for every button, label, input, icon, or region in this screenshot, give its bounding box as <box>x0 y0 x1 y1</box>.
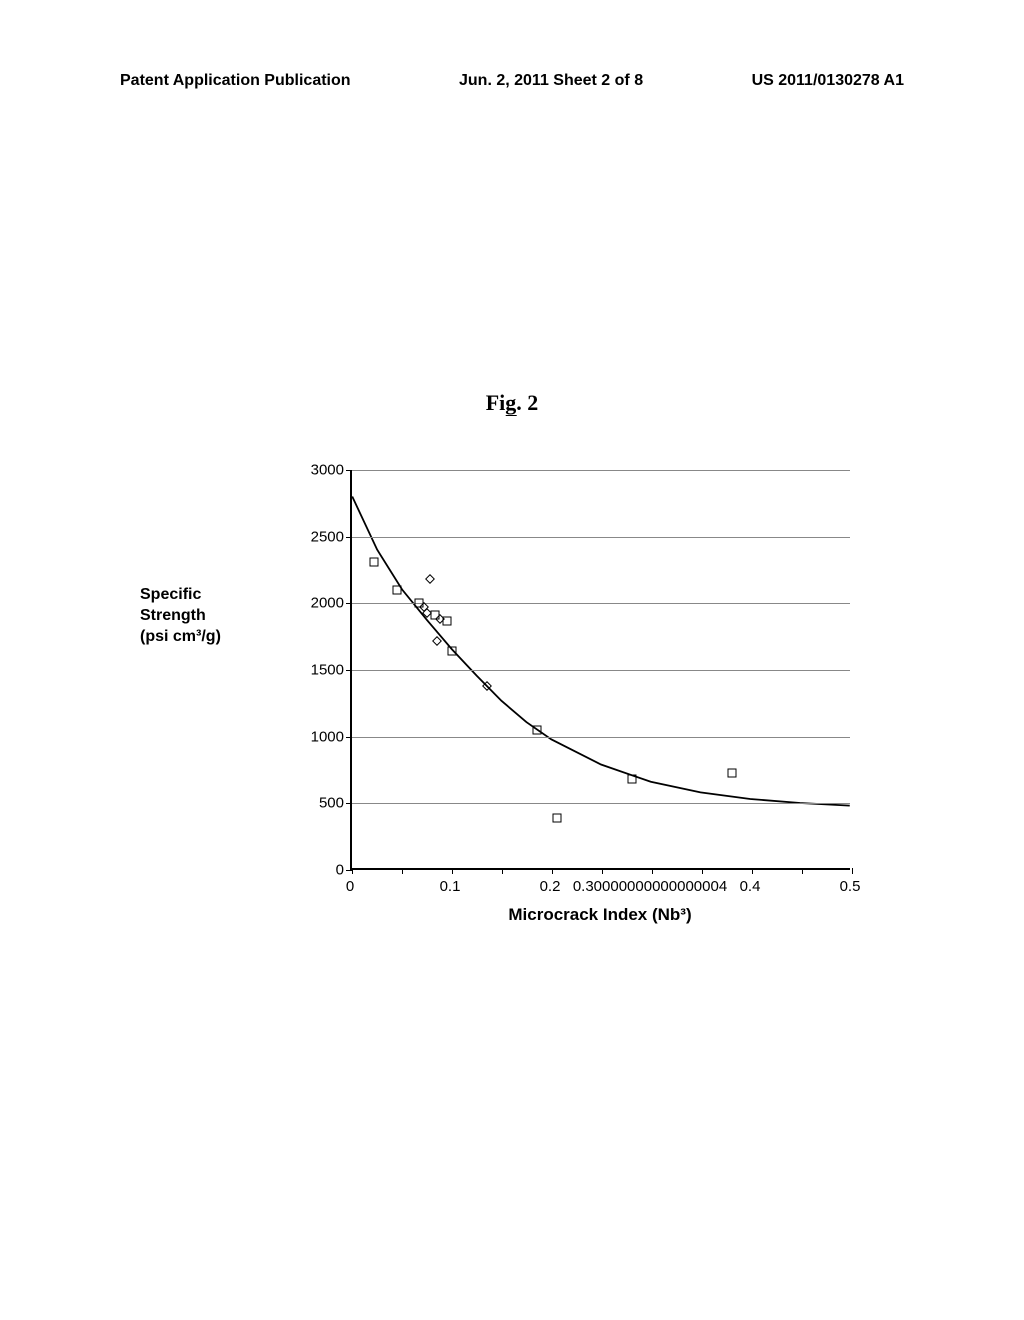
ytick-label: 1500 <box>300 662 344 679</box>
ytick-label: 3000 <box>300 462 344 479</box>
xtick-mark <box>552 868 553 874</box>
xtick-label: 0.30000000000000004 <box>573 878 727 895</box>
xtick-mark <box>352 868 353 874</box>
xtick-mark <box>652 868 653 874</box>
gridline-h <box>352 737 850 738</box>
xtick-label: 0.1 <box>440 878 461 895</box>
ylabel-line1: Specific <box>140 586 201 603</box>
gridline-h <box>352 670 850 671</box>
ylabel-line3: (psi cm³/g) <box>140 628 221 645</box>
ytick-mark <box>346 803 352 804</box>
ytick-label: 0 <box>300 862 344 879</box>
header-right: US 2011/0130278 A1 <box>752 72 904 90</box>
x-axis-label: Microcrack Index (Nb³) <box>350 905 850 925</box>
fit-curve <box>352 497 850 806</box>
page-header: Patent Application Publication Jun. 2, 2… <box>0 72 1024 90</box>
ytick-label: 2000 <box>300 595 344 612</box>
ytick-mark <box>346 737 352 738</box>
ytick-mark <box>346 603 352 604</box>
figure-title: Fig. 2 <box>486 390 539 416</box>
header-center: Jun. 2, 2011 Sheet 2 of 8 <box>459 72 643 90</box>
ytick-mark <box>346 670 352 671</box>
xtick-mark <box>702 868 703 874</box>
xtick-mark <box>452 868 453 874</box>
xtick-mark <box>852 868 853 874</box>
xtick-mark <box>502 868 503 874</box>
xtick-label: 0 <box>346 878 354 895</box>
y-axis-label: Specific Strength (psi cm³/g) <box>140 585 290 647</box>
ylabel-line2: Strength <box>140 607 206 624</box>
gridline-h <box>352 470 850 471</box>
figure-title-suffix: . 2 <box>516 390 538 415</box>
data-point-square <box>370 558 379 567</box>
ytick-mark <box>346 537 352 538</box>
data-point-square <box>553 814 562 823</box>
data-point-square <box>393 586 402 595</box>
ytick-label: 2500 <box>300 528 344 545</box>
trend-curve <box>352 470 850 868</box>
xtick-mark <box>802 868 803 874</box>
data-point-square <box>728 768 737 777</box>
figure-title-prefix: Fi <box>486 390 506 415</box>
data-point-square <box>533 726 542 735</box>
header-left: Patent Application Publication <box>120 72 351 90</box>
ytick-label: 1000 <box>300 728 344 745</box>
plot-area <box>350 470 850 870</box>
xtick-label: 0.4 <box>740 878 761 895</box>
xtick-mark <box>602 868 603 874</box>
xtick-label: 0.5 <box>840 878 861 895</box>
ytick-label: 500 <box>300 795 344 812</box>
ytick-mark <box>346 470 352 471</box>
data-point-square <box>628 775 637 784</box>
data-point-square <box>448 647 457 656</box>
gridline-h <box>352 803 850 804</box>
xtick-mark <box>752 868 753 874</box>
chart-container: Specific Strength (psi cm³/g) Microcrack… <box>140 460 900 950</box>
figure-title-underlined: g <box>505 390 516 416</box>
gridline-h <box>352 537 850 538</box>
xtick-label: 0.2 <box>540 878 561 895</box>
xtick-mark <box>402 868 403 874</box>
